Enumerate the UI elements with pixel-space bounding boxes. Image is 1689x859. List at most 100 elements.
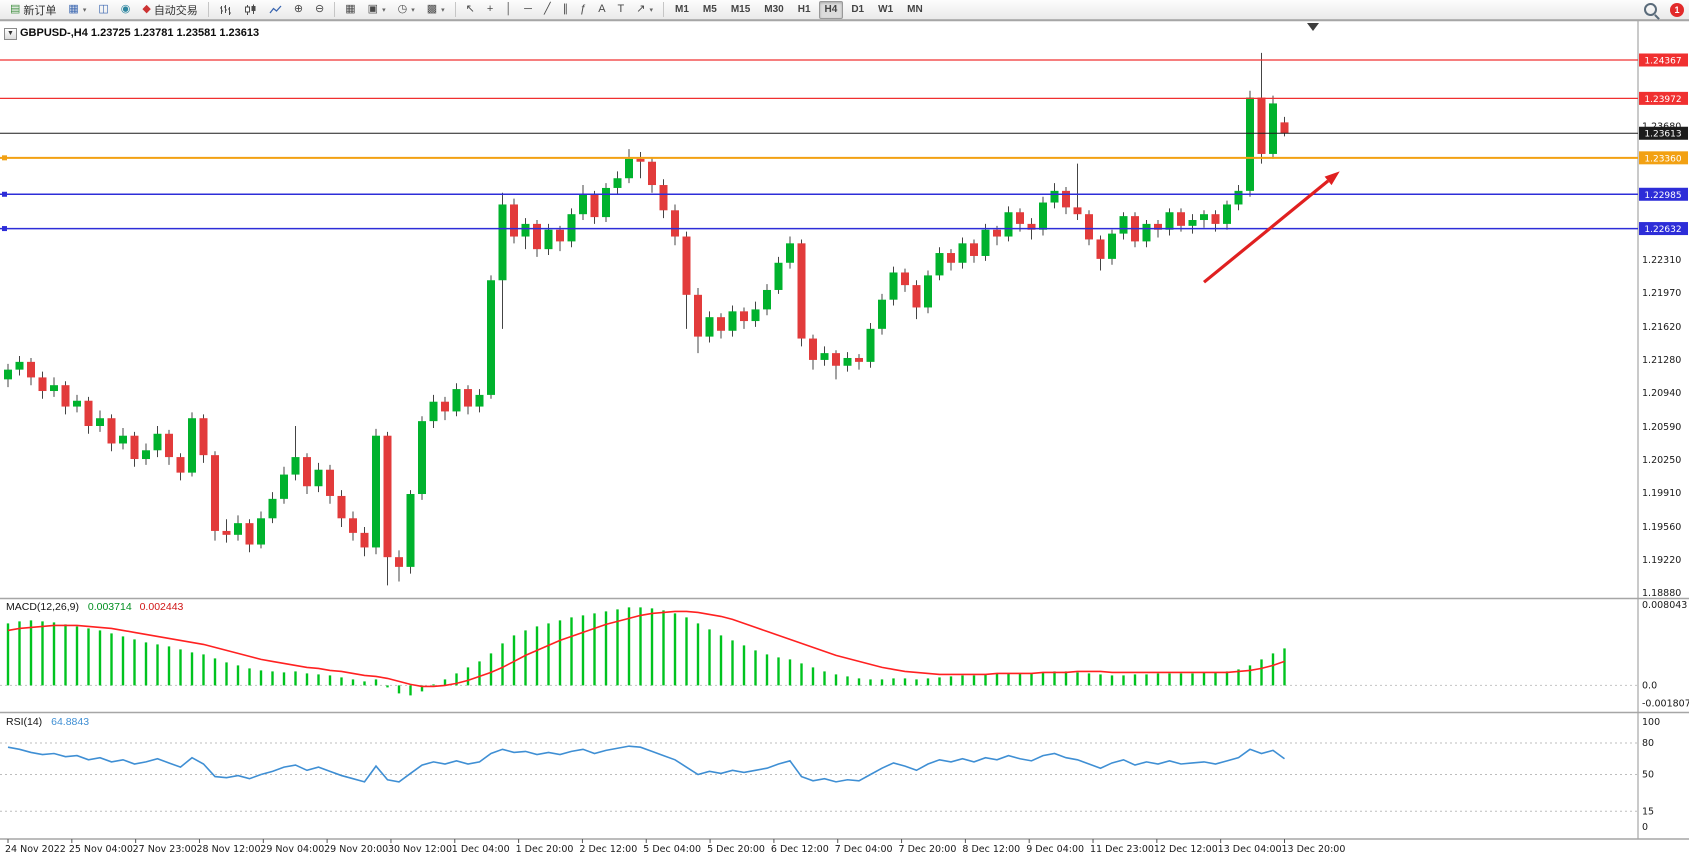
timeframe-w1-button[interactable]: W1 <box>878 4 894 15</box>
time-axis[interactable] <box>0 839 1689 859</box>
svg-text:5 Dec 04:00: 5 Dec 04:00 <box>643 844 701 855</box>
autotrading-button[interactable]: ◆ 自动交易 <box>137 0 202 19</box>
chart-shift-marker[interactable] <box>1307 23 1319 31</box>
svg-text:7 Dec 04:00: 7 Dec 04:00 <box>835 844 893 855</box>
arrows-icon: ↗ <box>636 3 646 15</box>
svg-text:1.21280: 1.21280 <box>1642 355 1681 366</box>
search-button[interactable] <box>1639 0 1668 19</box>
bar-chart-icon <box>219 4 231 15</box>
price-axis[interactable] <box>1638 22 1689 839</box>
channel-icon: ∥ <box>562 3 569 15</box>
new-chart-button[interactable]: ▣ ▾ <box>363 0 391 19</box>
search-icon <box>1644 3 1657 16</box>
svg-text:0: 0 <box>1642 822 1648 833</box>
svg-text:29 Nov 04:00: 29 Nov 04:00 <box>260 844 324 855</box>
charts-menu-button[interactable]: ▦ ▾ <box>63 0 91 19</box>
svg-text:1.23360: 1.23360 <box>1644 154 1681 164</box>
crosshair-icon: + <box>486 3 494 15</box>
profiles-button[interactable]: ◫ <box>93 0 113 19</box>
svg-text:1.23972: 1.23972 <box>1644 95 1681 105</box>
label-icon: T <box>617 3 625 15</box>
text-tool-button[interactable]: A <box>593 0 610 19</box>
chevron-down-icon: ▾ <box>649 6 654 14</box>
svg-text:1.19560: 1.19560 <box>1642 522 1681 533</box>
arrows-tool-button[interactable]: ↗ ▾ <box>631 0 658 19</box>
price-tag <box>1639 53 1688 67</box>
symbol-dropdown-button[interactable]: ▼ <box>4 28 17 40</box>
trendline-tool-button[interactable]: ╱ <box>539 0 556 19</box>
rsi-indicator: 100 80 50 15 0 <box>0 717 1660 833</box>
horizontal-line-tool-button[interactable]: ─ <box>519 0 537 19</box>
main-chart-pane[interactable] <box>0 22 1638 597</box>
svg-text:15: 15 <box>1642 806 1654 817</box>
svg-text:1.19220: 1.19220 <box>1642 555 1681 566</box>
macd-signal-value: 0.002443 <box>139 601 184 613</box>
rsi-pane[interactable] <box>0 714 1638 837</box>
period-menu-button[interactable]: ◷ ▾ <box>393 0 420 19</box>
svg-text:1.19910: 1.19910 <box>1642 488 1681 499</box>
cursor-tool-button[interactable]: ↖ <box>461 0 480 19</box>
dropdown-icon: ▼ <box>7 30 14 37</box>
timeframe-m5-button[interactable]: M5 <box>702 4 717 15</box>
timeframe-h1-button[interactable]: H1 <box>797 4 811 15</box>
autotrading-label: 自动交易 <box>153 4 198 17</box>
templates-button[interactable]: ▩ ▾ <box>422 0 450 19</box>
macd-pane[interactable] <box>0 600 1638 712</box>
rsi-label: RSI(14) 64.8843 <box>6 716 89 728</box>
macd-indicator: 0.008043 0.0 -0.001807 <box>0 600 1689 709</box>
svg-text:5 Dec 20:00: 5 Dec 20:00 <box>707 844 765 855</box>
horizontal-levels[interactable]: 1.24367 1.23972 1.23613 1.23360 1.22985 1.226… <box>0 53 1688 236</box>
candlestick-chart-icon <box>244 4 256 15</box>
new-order-button[interactable]: ▤ 新订单 <box>5 0 61 19</box>
svg-text:11 Dec 23:00: 11 Dec 23:00 <box>1090 844 1154 855</box>
cursor-icon: ↖ <box>465 3 475 15</box>
macd-value: 0.003714 <box>87 601 132 613</box>
templates-icon: ▩ <box>426 3 438 15</box>
timeframe-mn-button[interactable]: MN <box>907 4 923 15</box>
svg-text:1.21620: 1.21620 <box>1642 322 1681 333</box>
zoom-out-button[interactable]: ⊖ <box>310 0 329 19</box>
timeframe-m15-button[interactable]: M15 <box>730 4 751 15</box>
zoom-in-button[interactable]: ⊕ <box>289 0 308 19</box>
price-tag <box>1639 222 1688 236</box>
timeframe-d1-button[interactable]: D1 <box>851 4 865 15</box>
alerts-button[interactable]: ◉ <box>116 0 136 19</box>
crosshair-tool-button[interactable]: + <box>482 0 498 19</box>
price-tag <box>1639 126 1688 140</box>
label-tool-button[interactable]: T <box>613 0 630 19</box>
horizontal-line-icon: ─ <box>524 3 532 15</box>
vertical-line-tool-button[interactable]: │ <box>500 0 517 19</box>
toolbar-separator <box>454 2 456 17</box>
svg-text:1.23613: 1.23613 <box>1644 130 1681 140</box>
bar-chart-button[interactable] <box>214 0 237 19</box>
notifications-badge[interactable]: 1 <box>1670 2 1684 17</box>
toolbar-separator <box>663 2 665 17</box>
svg-text:50: 50 <box>1642 770 1654 781</box>
trend-arrow[interactable] <box>1202 171 1340 284</box>
time-axis-labels: 24 Nov 2022 25 Nov 04:00 27 Nov 23:00 28 No… <box>5 839 1345 855</box>
channel-tool-button[interactable]: ∥ <box>558 0 574 19</box>
chevron-down-icon: ▾ <box>82 6 87 14</box>
zoom-out-icon: ⊖ <box>315 3 325 15</box>
timeframe-m30-button[interactable]: M30 <box>764 4 784 15</box>
new-order-icon: ▤ <box>10 3 21 15</box>
svg-text:1 Dec 20:00: 1 Dec 20:00 <box>516 844 574 855</box>
fibonacci-tool-button[interactable]: ƒ <box>575 0 591 19</box>
svg-text:0.0: 0.0 <box>1642 680 1657 691</box>
svg-text:24 Nov 2022: 24 Nov 2022 <box>5 844 66 855</box>
svg-text:27 Nov 23:00: 27 Nov 23:00 <box>133 844 197 855</box>
timeframe-h4-button[interactable]: H4 <box>818 0 844 19</box>
tile-windows-button[interactable]: ▦ <box>340 0 360 19</box>
svg-text:2 Dec 12:00: 2 Dec 12:00 <box>579 844 637 855</box>
new-chart-icon: ▣ <box>367 3 379 15</box>
line-chart-button[interactable] <box>264 0 287 19</box>
rsi-name: RSI(14) <box>6 716 43 728</box>
svg-text:6 Dec 12:00: 6 Dec 12:00 <box>771 844 829 855</box>
candlestick-chart-button[interactable] <box>239 0 262 19</box>
timeframe-m1-button[interactable]: M1 <box>675 4 689 15</box>
svg-text:100: 100 <box>1642 717 1660 728</box>
svg-text:1.20250: 1.20250 <box>1642 455 1681 466</box>
price-axis-labels: 1.236801.223101.219701.216201.212801.209… <box>1642 122 1681 599</box>
charts-icon: ▦ <box>68 3 79 15</box>
